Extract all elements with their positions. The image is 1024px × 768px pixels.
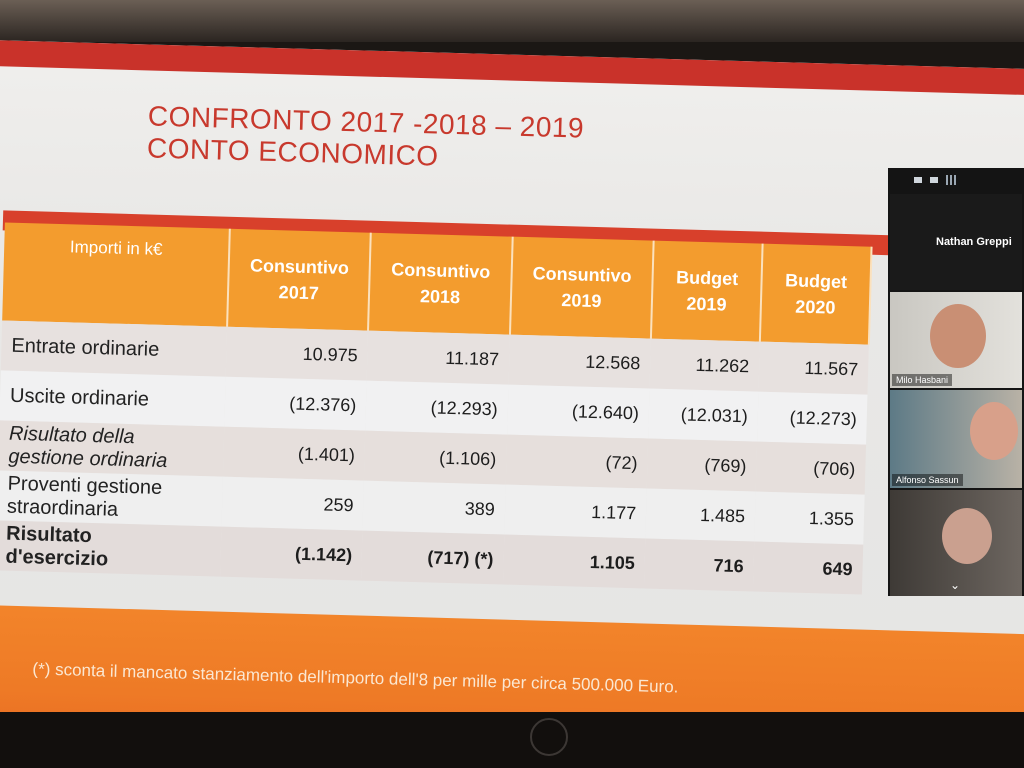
presentation-slide: CONFRONTO 2017 -2018 – 2019 CONTO ECONOM…: [0, 40, 1024, 712]
cell: (72): [605, 451, 638, 473]
row-label: Proventi gestione straordinaria: [6, 472, 163, 521]
participant-video: [970, 402, 1018, 460]
cell: (706): [813, 457, 856, 479]
cell: 1.105: [589, 551, 636, 573]
video-gallery-panel: Nathan Greppi Milo Hasbani Alfonso Sassu…: [888, 168, 1024, 596]
cell: 1.355: [808, 507, 855, 529]
participant-tile[interactable]: ⌄: [890, 490, 1022, 596]
cell: (717) (*): [427, 546, 494, 569]
cell: 1.177: [590, 501, 637, 523]
minimize-icon[interactable]: [914, 177, 922, 183]
cell: 1.485: [699, 504, 746, 526]
monitor-top-bezel: [0, 0, 1024, 42]
screen: CONFRONTO 2017 -2018 – 2019 CONTO ECONOM…: [0, 40, 1024, 712]
participant-name: Milo Hasbani: [892, 374, 953, 386]
row-label: Risultato d'esercizio: [5, 522, 109, 571]
cell: (1.106): [438, 447, 497, 469]
slide-top-band: [0, 40, 1024, 96]
grid-view-icon[interactable]: [946, 175, 956, 185]
slide-title: CONFRONTO 2017 -2018 – 2019 CONTO ECONOM…: [147, 100, 585, 176]
cell: (1.401): [297, 443, 356, 465]
participant-video: [930, 304, 986, 368]
header-consuntivo-2017: Consuntivo 2017: [227, 228, 372, 331]
cell: 10.975: [302, 343, 359, 365]
single-view-icon[interactable]: [930, 177, 938, 183]
cell: (1.142): [294, 543, 353, 565]
header-consuntivo-2019: Consuntivo 2019: [509, 236, 654, 339]
cell: (769): [704, 454, 747, 476]
participant-tile[interactable]: Nathan Greppi: [890, 194, 1022, 290]
header-consuntivo-2018: Consuntivo 2018: [368, 232, 513, 335]
cell: (12.640): [571, 400, 640, 423]
cell: 11.262: [695, 354, 750, 376]
cell: (12.376): [289, 393, 357, 415]
participant-name: Alfonso Sassun: [892, 474, 963, 486]
chevron-down-icon[interactable]: ⌄: [950, 578, 961, 592]
participant-tile[interactable]: Alfonso Sassun: [890, 390, 1022, 488]
cell: 716: [713, 554, 744, 576]
participant-video: [942, 508, 992, 564]
cell: 649: [822, 557, 853, 579]
gallery-toolbar: [888, 168, 1024, 192]
participant-name: Nathan Greppi: [936, 236, 1012, 248]
row-label: Risultato della gestione ordinaria: [8, 422, 168, 473]
slide-bottom-band: [0, 604, 1024, 712]
row-label: Entrate ordinarie: [11, 334, 160, 361]
cell: 12.568: [585, 351, 641, 373]
header-budget-2019: Budget 2019: [651, 240, 763, 342]
income-statement-table: Importi in k€ Consuntivo 2017 Consuntivo 2…: [0, 222, 873, 595]
cell: (12.293): [430, 396, 498, 419]
header-importi: Importi in k€: [2, 222, 230, 327]
hp-logo-icon: [530, 718, 568, 756]
cell: 259: [323, 493, 354, 515]
row-label: Uscite ordinarie: [9, 384, 150, 411]
cell: 11.567: [804, 357, 859, 379]
header-budget-2020: Budget 2020: [759, 243, 872, 345]
cell: 11.187: [445, 347, 500, 369]
participant-tile[interactable]: Milo Hasbani: [890, 292, 1022, 388]
laptop-bezel: [0, 712, 1024, 768]
cell: (12.273): [789, 406, 858, 429]
cell: 389: [464, 497, 496, 519]
cell: (12.031): [680, 403, 749, 426]
